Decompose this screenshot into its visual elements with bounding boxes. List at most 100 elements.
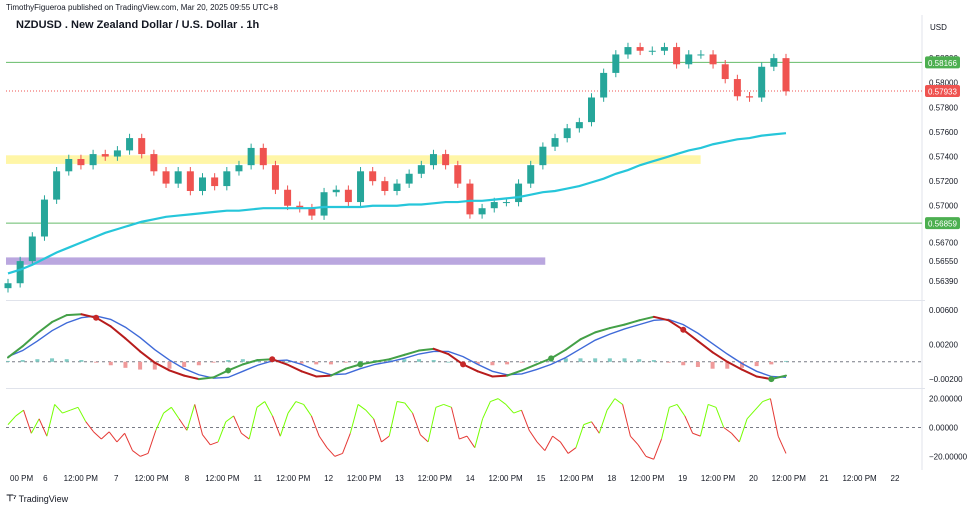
rsi-segment [23, 410, 32, 434]
osc-hist-bar [167, 361, 172, 369]
symbol-title[interactable]: NZDUSD . New Zealand Dollar / U.S. Dolla… [16, 19, 260, 31]
rsi-segment [630, 435, 639, 446]
rsi-segment [505, 404, 515, 414]
osc-fast-segment [388, 353, 406, 361]
rsi-segment [583, 421, 592, 426]
osc-hist-bar [328, 361, 333, 365]
rsi-segment [684, 415, 694, 434]
osc-fast-segment [403, 349, 421, 356]
rsi-segment [567, 447, 577, 454]
osc-fast-segment [608, 323, 626, 330]
rsi-tick-label: 20.00000 [929, 395, 963, 404]
osc-fast-segment [197, 376, 215, 381]
rsi-segment [256, 401, 266, 408]
osc-hist-bar [710, 361, 715, 369]
time-axis-label: 12:00 PM [772, 474, 807, 483]
rsi-segment [396, 401, 405, 404]
rsi-segment [101, 431, 110, 440]
rsi-segment [93, 431, 102, 440]
osc-fast-segment [652, 315, 670, 322]
rsi-segment [248, 407, 258, 440]
candle-body [478, 208, 486, 215]
rsi-segment [326, 447, 336, 457]
candle-body [405, 173, 413, 184]
candle-body [344, 189, 352, 203]
osc-fast-line [7, 313, 787, 381]
osc-hist-bar [490, 361, 495, 366]
candle-body [16, 261, 24, 284]
candle-body [588, 97, 595, 123]
rsi-segment [559, 441, 569, 454]
osc-hist-bar [94, 361, 99, 363]
osc-fast-segment [65, 313, 83, 317]
candle-body [40, 199, 48, 237]
time-axis-label: 12:00 PM [347, 474, 382, 483]
rsi-segment [699, 404, 709, 437]
candle-body [186, 171, 194, 191]
osc-fast-segment [21, 332, 39, 348]
osc-hist-bar [50, 358, 55, 362]
osc-hist-bar [784, 360, 788, 362]
level-price-badge [925, 56, 960, 69]
rsi-segment [474, 418, 484, 448]
rsi-segment [731, 432, 740, 443]
candle-body [417, 165, 425, 174]
rsi-segment [116, 432, 126, 443]
tradingview-footer[interactable]: ⊤⁷ TradingView [6, 493, 68, 504]
time-axis-label: 14 [466, 474, 475, 483]
osc-hist-bar [343, 361, 348, 363]
osc-fast-segment [109, 325, 127, 340]
rsi-segment [614, 398, 623, 405]
osc-fast-segment [124, 337, 142, 353]
currency-label[interactable]: USD [930, 23, 947, 32]
rsi-segment [194, 404, 203, 435]
rsi-segment [443, 403, 452, 408]
rsi-segment [412, 412, 421, 435]
candle-body [28, 236, 36, 262]
osc-hist-bar [20, 360, 25, 362]
osc-fast-segment [241, 359, 259, 366]
rsi-segment [645, 455, 654, 460]
rsi-segment [318, 435, 328, 448]
rsi-segment [342, 433, 351, 454]
rsi-segment [544, 435, 554, 451]
rsi-segment [497, 398, 507, 405]
rsi-segment [746, 409, 756, 420]
candle-body [575, 122, 583, 129]
time-axis-label: 22 [891, 474, 900, 483]
osc-hist-bar [769, 361, 774, 365]
time-axis-label: 21 [820, 474, 829, 483]
osc-fast-segment [373, 358, 391, 363]
osc-hist-bar [138, 361, 143, 370]
candle-body [685, 54, 693, 65]
time-axis-label: 12:00 PM [134, 474, 169, 483]
osc-hist-bar [607, 358, 612, 362]
candle-body [126, 138, 134, 151]
candle-body [502, 202, 510, 204]
rsi-segment [661, 407, 670, 440]
candle-body [271, 165, 279, 190]
osc-hist-bar [299, 361, 304, 364]
rsi-segment [427, 407, 437, 443]
time-axis-label: 13 [395, 474, 404, 483]
rsi-segment [490, 398, 499, 403]
rsi-segment [450, 407, 460, 440]
candle-body [284, 189, 292, 206]
osc-hist-bar [6, 360, 10, 362]
resistance-zone [6, 155, 701, 164]
rsi-segment [272, 415, 281, 437]
rsi-segment [466, 435, 476, 448]
osc-fast-segment [300, 370, 318, 378]
rsi-segment [15, 409, 24, 417]
level-price-badge [925, 217, 960, 230]
candle-body [551, 138, 559, 147]
rsi-segment [217, 421, 227, 443]
candle-body [138, 138, 146, 155]
osc-hist-bar [314, 361, 319, 365]
candle-body [624, 47, 632, 55]
osc-slow-line [7, 315, 787, 379]
candle-body [770, 58, 778, 67]
rsi-segment [241, 432, 250, 440]
osc-fast-segment [520, 363, 538, 372]
